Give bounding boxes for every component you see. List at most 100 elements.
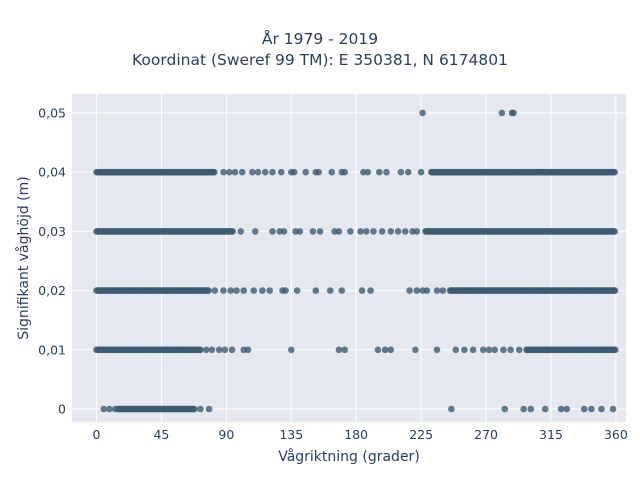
data-point: [254, 168, 262, 176]
data-point: [251, 228, 259, 235]
x-axis-ticks: 0 45 90 135 180 225 270 315 360: [93, 427, 628, 442]
data-point: [191, 405, 198, 413]
data-point: [259, 287, 266, 294]
y-tick-label: 0,04: [38, 165, 66, 180]
x-tick-label: 225: [409, 427, 433, 442]
data-point: [612, 346, 619, 354]
data-point: [402, 228, 409, 235]
data-point: [240, 287, 247, 294]
data-point: [376, 168, 383, 176]
y-tick-label: 0,02: [38, 283, 66, 298]
data-point: [106, 405, 113, 413]
data-point: [364, 168, 372, 176]
data-point: [588, 405, 595, 413]
data-point: [381, 346, 389, 354]
data-point: [383, 168, 390, 176]
data-point: [363, 228, 370, 235]
data-point: [520, 405, 527, 413]
data-point: [611, 168, 618, 176]
data-point: [220, 287, 227, 294]
data-point: [326, 287, 334, 294]
data-point: [293, 287, 301, 294]
x-tick-label: 180: [344, 427, 368, 442]
data-point: [406, 287, 413, 294]
data-point: [611, 228, 618, 235]
data-point: [226, 168, 233, 176]
y-tick-label: 0,01: [38, 342, 66, 357]
data-point: [244, 346, 252, 354]
data-point: [397, 168, 405, 176]
x-tick-label: 90: [218, 427, 234, 442]
data-point: [277, 168, 285, 176]
y-axis-title: Signifikant våghöjd (m): [15, 176, 32, 339]
data-point: [269, 168, 276, 176]
x-tick-label: 315: [539, 427, 563, 442]
data-point: [394, 228, 402, 235]
data-point: [507, 346, 514, 354]
data-point: [250, 287, 258, 294]
y-axis-ticks: 0 0,01 0,02 0,03 0,04 0,05: [38, 105, 66, 416]
data-point: [302, 168, 310, 176]
data-point: [290, 168, 298, 176]
data-point: [461, 346, 468, 354]
data-point: [370, 228, 377, 235]
data-point: [220, 168, 227, 176]
data-point: [510, 109, 517, 117]
data-point: [269, 228, 276, 235]
data-point: [358, 287, 366, 294]
x-tick-label: 45: [153, 427, 169, 442]
x-tick-label: 135: [279, 427, 303, 442]
data-point: [227, 287, 234, 294]
data-point: [221, 346, 229, 354]
data-point: [387, 346, 395, 354]
x-axis-title: Vågriktning (grader): [278, 448, 420, 465]
data-point: [448, 405, 455, 413]
data-point: [205, 287, 212, 294]
data-point: [215, 346, 223, 354]
data-point: [498, 109, 506, 117]
data-point: [374, 346, 382, 354]
data-point: [341, 346, 349, 354]
data-point: [598, 405, 605, 413]
data-point: [208, 346, 216, 354]
data-point: [357, 228, 364, 235]
data-point: [347, 228, 354, 235]
data-point: [328, 168, 336, 176]
data-point: [112, 405, 119, 413]
data-point: [439, 287, 447, 294]
data-point: [378, 228, 386, 235]
data-point: [197, 405, 204, 413]
data-point: [367, 287, 374, 294]
data-point: [452, 346, 460, 354]
data-point: [433, 346, 441, 354]
data-point: [580, 405, 588, 413]
data-point: [238, 168, 246, 176]
data-point: [413, 228, 421, 235]
data-point: [309, 228, 317, 235]
data-point: [282, 287, 289, 294]
data-point: [312, 287, 320, 294]
data-point: [479, 346, 487, 354]
data-point: [341, 168, 349, 176]
data-point: [197, 346, 204, 354]
data-point: [491, 346, 499, 354]
data-point: [288, 346, 295, 354]
data-point: [262, 168, 269, 176]
x-tick-label: 270: [474, 427, 498, 442]
data-point: [237, 228, 245, 235]
data-point: [315, 168, 323, 176]
y-tick-label: 0: [58, 401, 66, 416]
chart-title-line-1: År 1979 - 2019: [261, 30, 379, 48]
data-point: [228, 346, 236, 354]
data-point: [469, 346, 477, 354]
data-point: [296, 228, 304, 235]
data-point: [233, 287, 240, 294]
data-points: [93, 109, 619, 413]
data-point: [609, 405, 617, 413]
data-point: [511, 168, 519, 176]
data-point: [211, 168, 218, 176]
data-point: [533, 168, 540, 176]
data-point: [485, 346, 493, 354]
data-point: [611, 287, 619, 294]
